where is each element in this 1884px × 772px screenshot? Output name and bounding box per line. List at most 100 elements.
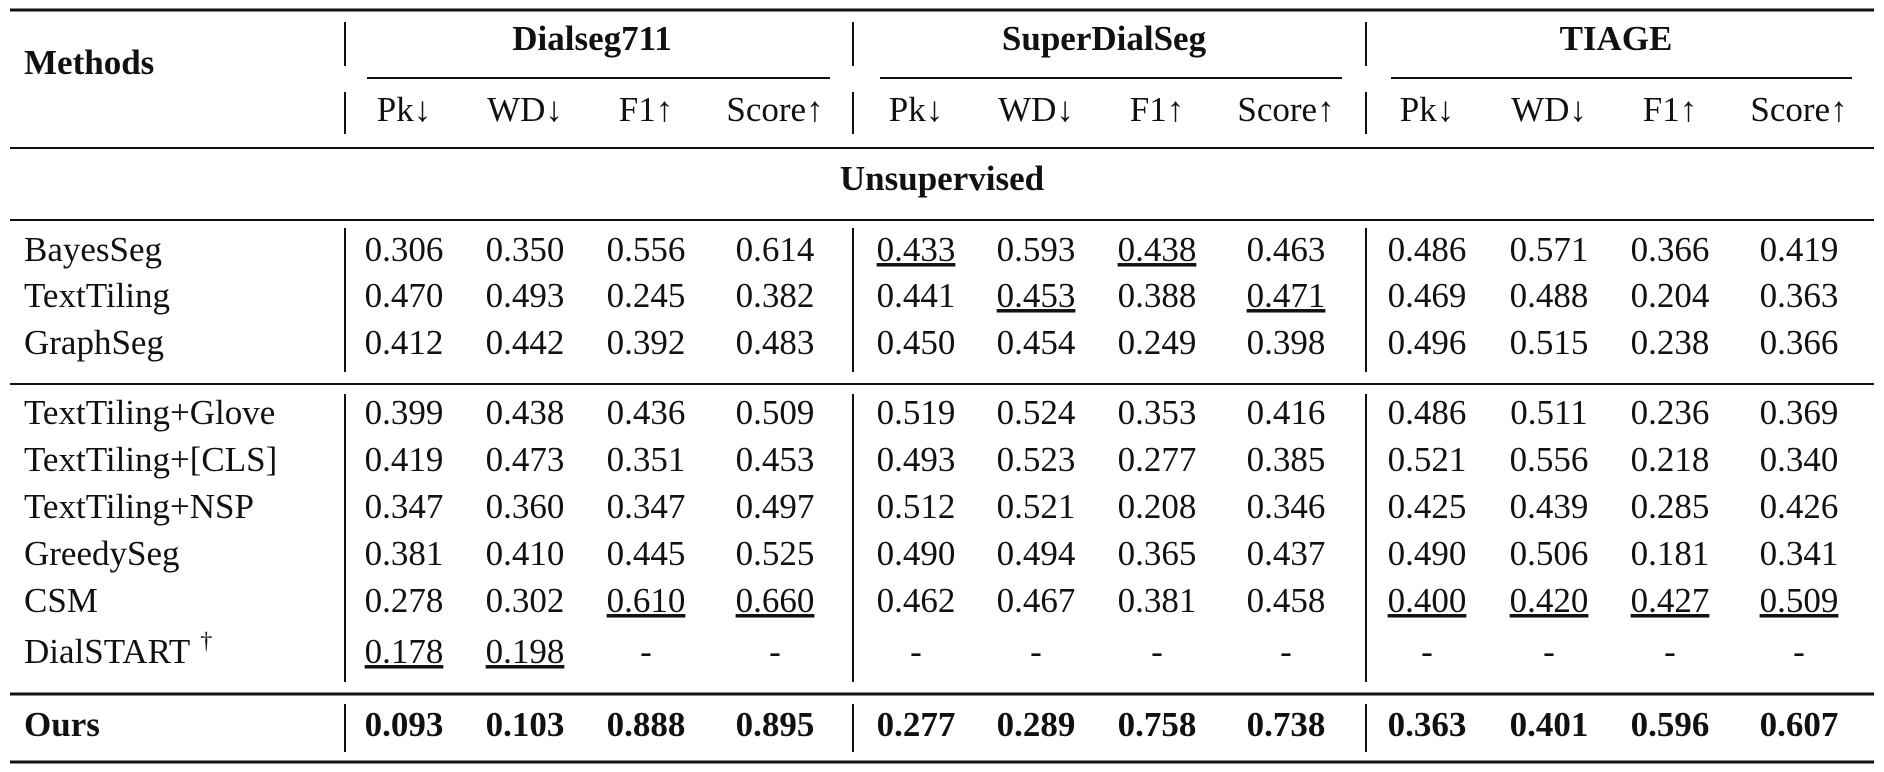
- cell-value: 0.523: [997, 440, 1076, 479]
- cell-value: 0.486: [1388, 230, 1467, 269]
- cell-value: 0.493: [486, 276, 565, 315]
- cell-value: 0.426: [1760, 487, 1839, 526]
- cell-value: 0.486: [1388, 393, 1467, 432]
- cell-value: 0.453: [736, 440, 815, 479]
- cell-value: 0.103: [486, 705, 565, 744]
- cell-value: 0.442: [486, 323, 565, 362]
- cell-value: 0.360: [486, 487, 565, 526]
- cell-value: 0.369: [1760, 393, 1839, 432]
- cell-value: 0.497: [736, 487, 815, 526]
- cell-value: 0.437: [1247, 534, 1326, 573]
- cell-value: 0.593: [997, 230, 1076, 269]
- cell-value: 0.398: [1247, 323, 1326, 362]
- method-name: CSM: [24, 581, 98, 620]
- metric-header: WD↓: [1511, 90, 1587, 129]
- method-name: TextTiling+[CLS]: [24, 440, 277, 479]
- metric-header: Score↑: [726, 90, 823, 129]
- cell-value: -: [910, 632, 922, 671]
- metric-header: WD↓: [998, 90, 1074, 129]
- cell-value: 0.285: [1631, 487, 1710, 526]
- cell-value: 0.400: [1388, 581, 1467, 620]
- metric-header: Pk↓: [889, 90, 943, 129]
- cell-value: 0.524: [997, 393, 1076, 432]
- cell-value: 0.353: [1118, 393, 1197, 432]
- cell-value: 0.245: [607, 276, 686, 315]
- cell-value: 0.363: [1388, 705, 1467, 744]
- cell-value: 0.660: [736, 581, 815, 620]
- cell-value: 0.467: [997, 581, 1076, 620]
- cell-value: 0.289: [997, 705, 1076, 744]
- cell-value: 0.521: [1388, 440, 1467, 479]
- cell-value: 0.277: [877, 705, 956, 744]
- method-name: TextTiling+Glove: [24, 393, 275, 432]
- cell-value: 0.425: [1388, 487, 1467, 526]
- metric-header: F1↑: [1643, 90, 1697, 129]
- cell-value: 0.365: [1118, 534, 1197, 573]
- cell-value: 0.450: [877, 323, 956, 362]
- cell-value: 0.381: [1118, 581, 1197, 620]
- methods-header: Methods: [24, 43, 154, 82]
- cell-value: 0.351: [607, 440, 686, 479]
- cell-value: 0.236: [1631, 393, 1710, 432]
- cell-value: 0.416: [1247, 393, 1326, 432]
- cell-value: 0.093: [365, 705, 444, 744]
- cell-value: 0.471: [1247, 276, 1326, 315]
- metric-header: Score↑: [1750, 90, 1847, 129]
- metric-header: Pk↓: [1400, 90, 1454, 129]
- cell-value: 0.610: [607, 581, 686, 620]
- cell-value: 0.511: [1510, 393, 1587, 432]
- method-name: GreedySeg: [24, 534, 180, 573]
- metric-header: F1↑: [1130, 90, 1184, 129]
- cell-value: 0.399: [365, 393, 444, 432]
- group-header: Dialseg711: [512, 19, 671, 58]
- cell-value: 0.438: [1118, 230, 1197, 269]
- cell-value: 0.509: [736, 393, 815, 432]
- cell-value: 0.340: [1760, 440, 1839, 479]
- cell-value: -: [1543, 632, 1555, 671]
- metric-header: F1↑: [619, 90, 673, 129]
- cell-value: 0.453: [997, 276, 1076, 315]
- cell-value: 0.350: [486, 230, 565, 269]
- cell-value: 0.490: [877, 534, 956, 573]
- cell-value: -: [1421, 632, 1433, 671]
- method-name: DialSTART: [24, 632, 190, 671]
- cell-value: 0.198: [486, 632, 565, 671]
- cell-value: 0.366: [1631, 230, 1710, 269]
- cell-value: 0.556: [607, 230, 686, 269]
- cell-value: 0.341: [1760, 534, 1839, 573]
- cell-value: 0.512: [877, 487, 956, 526]
- cell-value: 0.347: [365, 487, 444, 526]
- cell-value: 0.463: [1247, 230, 1326, 269]
- cell-value: 0.458: [1247, 581, 1326, 620]
- cell-value: 0.525: [736, 534, 815, 573]
- method-name: TextTiling+NSP: [24, 487, 254, 526]
- cell-value: 0.410: [486, 534, 565, 573]
- metric-header: Pk↓: [377, 90, 431, 129]
- cell-value: -: [1030, 632, 1042, 671]
- cell-value: 0.385: [1247, 440, 1326, 479]
- method-name: GraphSeg: [24, 323, 164, 362]
- cell-value: 0.346: [1247, 487, 1326, 526]
- section-title: Unsupervised: [840, 159, 1045, 198]
- cell-value: 0.178: [365, 632, 444, 671]
- cell-value: 0.888: [607, 705, 686, 744]
- method-name: Ours: [24, 705, 100, 744]
- cell-value: 0.738: [1247, 705, 1326, 744]
- cell-value: -: [1151, 632, 1163, 671]
- cell-value: 0.277: [1118, 440, 1197, 479]
- method-name: BayesSeg: [24, 230, 162, 269]
- cell-value: 0.366: [1760, 323, 1839, 362]
- metric-header: Score↑: [1237, 90, 1334, 129]
- method-mark: †: [200, 629, 212, 655]
- group-header: SuperDialSeg: [1002, 19, 1207, 58]
- cell-value: 0.895: [736, 705, 815, 744]
- cell-value: 0.412: [365, 323, 444, 362]
- cell-value: 0.238: [1631, 323, 1710, 362]
- cell-value: 0.473: [486, 440, 565, 479]
- cell-value: 0.521: [997, 487, 1076, 526]
- cell-value: 0.462: [877, 581, 956, 620]
- cell-value: 0.438: [486, 393, 565, 432]
- group-header: TIAGE: [1560, 19, 1673, 58]
- method-name: TextTiling: [24, 276, 170, 315]
